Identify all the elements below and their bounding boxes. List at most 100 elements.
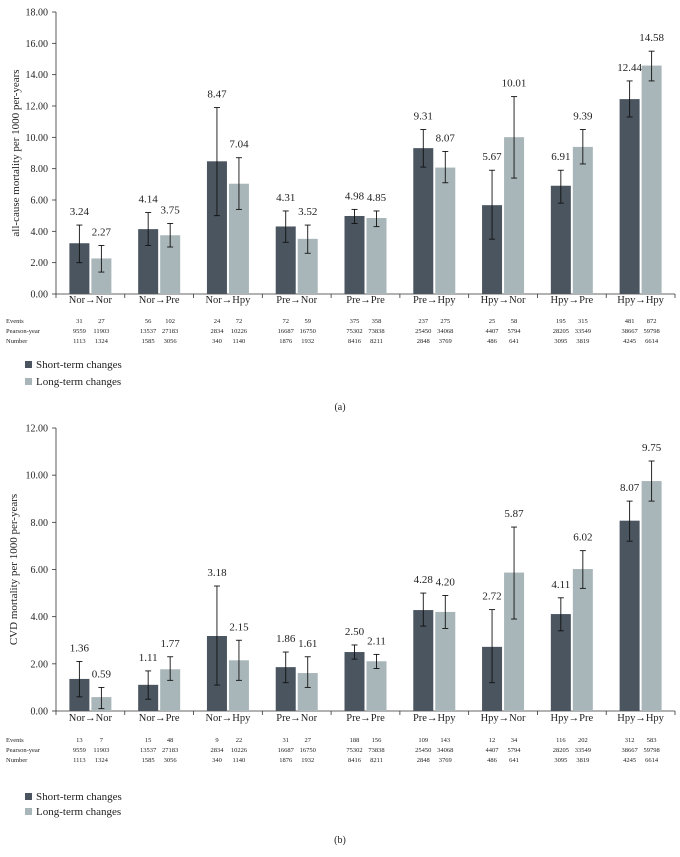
data-label: 5.67 (482, 151, 502, 163)
bar-short-term (413, 610, 434, 711)
table-cell: 375 (350, 318, 360, 325)
data-label: 9.31 (414, 111, 433, 123)
category-label: Pre→Pre (346, 295, 385, 306)
data-label: 2.15 (229, 621, 249, 633)
table-cell: 16687 (278, 747, 295, 754)
table-cell: 116 (556, 737, 566, 744)
table-cell: 25450 (415, 328, 431, 335)
data-label: 8.07 (620, 482, 640, 494)
data-label: 4.31 (276, 192, 295, 204)
table-cell: 486 (487, 757, 498, 764)
table-cell: 48 (167, 737, 174, 744)
bar-long-term (572, 569, 593, 711)
data-label: 3.52 (298, 206, 317, 218)
y-tick-label: 12.00 (26, 102, 49, 113)
data-label: 1.11 (139, 652, 158, 664)
y-tick-label: 8.00 (31, 164, 49, 175)
table-cell: 481 (625, 318, 635, 325)
table-cell: 340 (212, 757, 222, 764)
y-tick-label: 16.00 (26, 39, 49, 50)
table-cell: 11903 (93, 747, 109, 754)
table-cell: 75302 (346, 747, 362, 754)
table-cell: 27 (98, 318, 105, 325)
data-label: 4.14 (139, 194, 159, 206)
category-label: Nor→Pre (139, 713, 180, 724)
data-label: 1.86 (276, 633, 296, 645)
data-label: 7.04 (229, 139, 249, 151)
y-tick-label: 18.00 (26, 8, 49, 19)
bar-long-term (228, 660, 249, 711)
bar-short-term (275, 226, 296, 294)
table-cell: 10226 (231, 328, 248, 335)
table-cell: 1585 (142, 338, 155, 345)
bar-long-term (160, 669, 181, 711)
table-cell: 143 (440, 737, 450, 744)
chart-panel-b: 0.00 2.00 4.00 6.00 8.00 10.00 12.00 CVD mortal… (6, 424, 676, 846)
data-label: 10.01 (502, 78, 527, 90)
table-cell: 156 (372, 737, 383, 744)
y-tick-label: 4.00 (31, 612, 49, 623)
table-cell: 16750 (300, 328, 316, 335)
data-label: 2.72 (482, 591, 501, 603)
table-cell: 202 (578, 737, 588, 744)
bar-short-term (206, 161, 227, 294)
table-cell: 1585 (142, 757, 155, 764)
category-label: Pre→Hpy (413, 713, 456, 724)
table-cell: 1932 (301, 338, 314, 345)
table-cell: 38667 (621, 747, 638, 754)
table-cell: 59798 (643, 747, 659, 754)
table-cell: 16687 (278, 328, 295, 335)
data-label: 8.47 (207, 89, 227, 101)
table-cell: 8416 (348, 338, 362, 345)
bar-short-term (69, 243, 90, 294)
table-cell: 75302 (346, 328, 362, 335)
table-cell: 16750 (300, 747, 316, 754)
y-tick-label: 6.00 (31, 196, 49, 207)
table-cell: 34068 (437, 747, 453, 754)
bar-long-term (641, 65, 662, 294)
table-cell: 486 (487, 338, 498, 345)
table-cell: 109 (418, 737, 428, 744)
table-cell: 28205 (553, 328, 569, 335)
table-cell: 2848 (417, 338, 430, 345)
table-cell: 1324 (95, 757, 109, 764)
bar-short-term (550, 185, 571, 294)
table-cell: 10226 (231, 747, 248, 754)
table-cell: 27183 (162, 747, 178, 754)
table-cell: 12 (489, 737, 496, 744)
table-cell: 34 (511, 737, 518, 744)
bar-short-term (550, 614, 571, 711)
category-label: Nor→Hpy (205, 713, 251, 724)
table-cell: 13537 (140, 747, 157, 754)
table-cell: 15 (145, 737, 152, 744)
data-label: 9.75 (642, 442, 662, 454)
table-cell: 4245 (623, 757, 636, 764)
table-cell: 312 (625, 737, 635, 744)
data-label: 8.07 (436, 132, 456, 144)
bar-short-term (482, 205, 503, 294)
table-cell: 24 (214, 318, 221, 325)
data-label: 4.98 (345, 190, 365, 202)
data-label: 4.20 (436, 576, 456, 588)
table-cell: 72 (282, 318, 289, 325)
legend-label: Short-term changes (36, 359, 122, 371)
y-tick-label: 6.00 (31, 565, 49, 576)
bar-short-term (413, 148, 434, 294)
table-cell: 73838 (368, 328, 384, 335)
table-cell: 3769 (439, 757, 452, 764)
table-cell: 1932 (301, 757, 314, 764)
category-label: Hpy→Hpy (617, 295, 664, 306)
table-cell: 4245 (623, 338, 636, 345)
data-label: 6.91 (551, 151, 570, 163)
data-label: 12.44 (617, 62, 642, 74)
bar-long-term (641, 481, 662, 711)
table-cell: 8211 (370, 338, 383, 345)
bar-short-term (344, 652, 365, 711)
y-tick-label: 10.00 (26, 471, 49, 482)
bar-long-term (435, 611, 456, 711)
table-cell: 9 (215, 737, 218, 744)
category-label: Pre→Nor (276, 295, 317, 306)
bar-long-term (297, 673, 318, 711)
bar-short-term (344, 215, 365, 294)
table-cell: 872 (647, 318, 657, 325)
